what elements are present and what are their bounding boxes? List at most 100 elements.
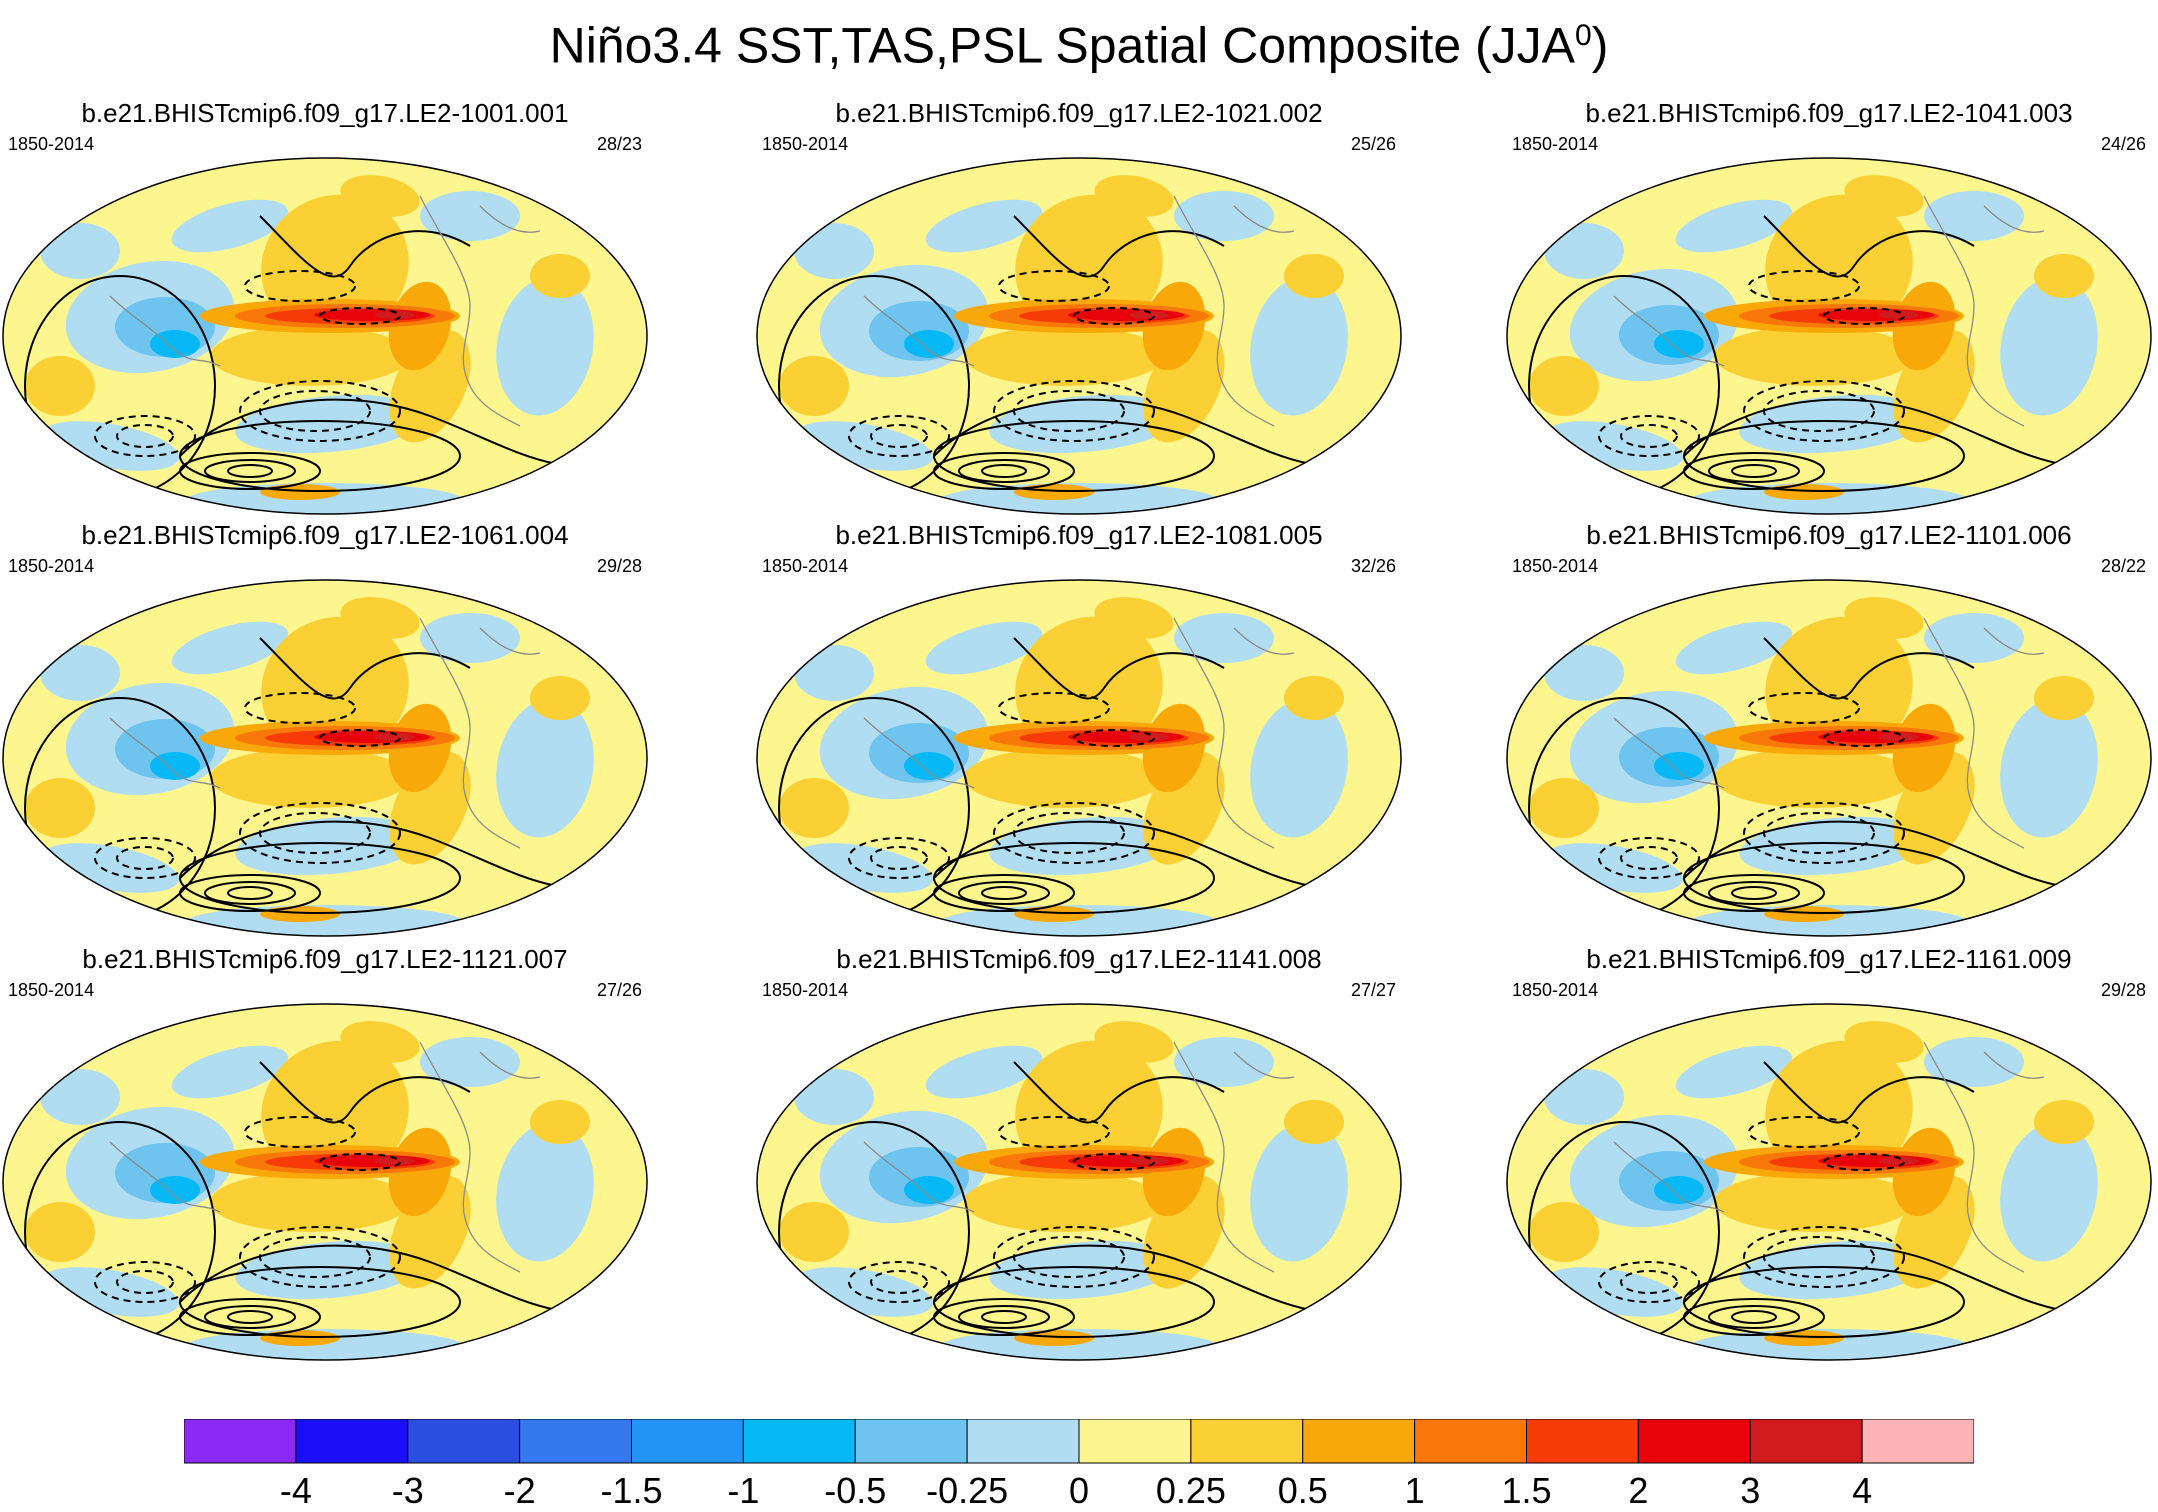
psl-negative-contour xyxy=(993,1226,1155,1288)
colorbar-segment xyxy=(1190,1419,1304,1464)
psl-positive-contour xyxy=(1731,886,1777,900)
psl-negative-contour xyxy=(998,1116,1110,1148)
cool-anomaly-region xyxy=(420,1037,520,1087)
cool-anomaly-region xyxy=(925,1045,1043,1099)
colorbar xyxy=(184,1419,1974,1464)
coastlines xyxy=(1613,195,2045,427)
psl-negative-contour xyxy=(1748,270,1860,302)
cool-anomaly-region xyxy=(2000,1122,2098,1262)
psl-negative-contour xyxy=(848,837,950,879)
psl-negative-contour xyxy=(116,1270,174,1294)
cool-anomaly-region xyxy=(1654,752,1704,780)
psl-positive-contour xyxy=(227,464,273,478)
map-outline xyxy=(2,579,648,937)
cool-anomaly-region xyxy=(1250,1122,1348,1262)
colorbar-tick-label: -3 xyxy=(391,1470,424,1511)
colorbar-labels: -4 -3 -2 -1.5 -1 -0.5 -0.25 0 0.25 0.5 1 1.5 2 3 4 xyxy=(0,1470,2158,1511)
panel-title: b.e21.BHISTcmip6.f09_g17.LE2-1101.006 xyxy=(1586,520,2072,550)
colorbar-segment xyxy=(407,1419,521,1464)
panel-title: b.e21.BHISTcmip6.f09_g17.LE2-1121.007 xyxy=(82,944,568,974)
cool-anomaly-region xyxy=(420,191,520,241)
psl-positive-contour xyxy=(1013,637,1225,700)
enso-tongue xyxy=(1879,311,1919,319)
enso-tongue xyxy=(375,311,415,319)
warm-anomaly-region xyxy=(1844,1021,1924,1063)
colorbar-tick-label: 1 xyxy=(1404,1470,1425,1511)
warm-anomaly-region xyxy=(964,1172,1164,1232)
cool-anomaly-region xyxy=(235,816,425,876)
psl-negative-contour xyxy=(244,692,356,724)
coastlines xyxy=(863,195,1295,427)
panel-count-ratio: 24/26 xyxy=(2100,134,2146,154)
psl-negative-contour xyxy=(1598,415,1700,457)
polar-anomaly-region xyxy=(260,1330,340,1346)
psl-negative-contour xyxy=(998,270,1110,302)
psl-positive-contour xyxy=(981,886,1027,900)
cool-anomaly-region xyxy=(1654,330,1704,358)
colorbar-tick-label: 3 xyxy=(1740,1470,1761,1511)
psl-negative-contour xyxy=(244,1116,356,1148)
cool-anomaly-region xyxy=(989,816,1179,876)
composite-map xyxy=(756,157,1402,515)
panel-years: 1850-2014 xyxy=(762,980,849,1000)
cool-anomaly-region xyxy=(171,621,289,675)
psl-negative-contour xyxy=(1073,307,1155,325)
warm-anomaly-region xyxy=(1714,326,1914,386)
psl-positive-contour xyxy=(204,881,296,905)
map-panel: b.e21.BHISTcmip6.f09_g17.LE2-1041.003 185… xyxy=(1504,98,2154,518)
cool-anomaly-region xyxy=(925,621,1043,675)
colorbar-segment xyxy=(742,1419,856,1464)
panel-count-ratio: 29/28 xyxy=(2100,980,2146,1000)
colorbar-segment xyxy=(631,1419,744,1464)
coastline xyxy=(1173,1041,1275,1273)
map-panel: b.e21.BHISTcmip6.f09_g17.LE2-1141.008 185… xyxy=(754,944,1404,1364)
cool-anomaly-region xyxy=(1739,816,1929,876)
map-outline xyxy=(756,157,1402,515)
psl-positive-contour xyxy=(1013,1061,1225,1124)
composite-map xyxy=(2,1003,648,1361)
cool-anomaly-region xyxy=(171,199,289,253)
coastline xyxy=(1983,627,2045,655)
panel-count-ratio: 29/28 xyxy=(596,556,642,576)
warm-anomaly-region xyxy=(1529,1202,1599,1262)
colorbar-segment xyxy=(295,1419,409,1464)
warm-anomaly-region xyxy=(779,1202,849,1262)
colorbar-tick-label: -0.5 xyxy=(824,1470,887,1511)
warm-anomaly-region xyxy=(210,748,410,808)
enso-tongue xyxy=(375,1157,415,1165)
colorbar-tick-label: 2 xyxy=(1628,1470,1649,1511)
polar-anomaly-region xyxy=(1014,1330,1094,1346)
cool-anomaly-region xyxy=(235,1240,425,1300)
colorbar-segment xyxy=(966,1419,1080,1464)
psl-positive-contour xyxy=(1731,1310,1777,1324)
coastline xyxy=(1613,1141,1725,1213)
psl-positive-contour xyxy=(227,886,273,900)
cool-anomaly-region xyxy=(989,1240,1179,1300)
psl-positive-contour xyxy=(1708,881,1800,905)
warm-anomaly-region xyxy=(1094,1021,1174,1063)
psl-negative-contour xyxy=(1073,729,1155,747)
warm-anomaly-region xyxy=(779,778,849,838)
psl-negative-contour xyxy=(993,380,1155,442)
panel-years: 1850-2014 xyxy=(762,556,849,576)
map-panel: b.e21.BHISTcmip6.f09_g17.LE2-1081.005 185… xyxy=(754,520,1404,940)
figure-title: Niño3.4 SST,TAS,PSL Spatial Composite (J… xyxy=(0,6,2158,76)
enso-tongue xyxy=(1129,1157,1169,1165)
cool-anomaly-region xyxy=(496,698,594,838)
coastline xyxy=(419,1041,521,1273)
map-panel: b.e21.BHISTcmip6.f09_g17.LE2-1161.009 185… xyxy=(1504,944,2154,1364)
colorbar-tick-label: -1 xyxy=(727,1470,760,1511)
warm-anomaly-region xyxy=(1284,676,1344,720)
psl-negative-contour xyxy=(870,846,928,870)
coastline xyxy=(109,295,221,367)
psl-positive-contour xyxy=(1763,637,1975,700)
cool-anomaly-region xyxy=(1250,698,1348,838)
cool-anomaly-region xyxy=(794,223,874,279)
panel-years: 1850-2014 xyxy=(8,980,95,1000)
psl-negative-contour xyxy=(1823,729,1905,747)
map-panel: b.e21.BHISTcmip6.f09_g17.LE2-1021.002 185… xyxy=(754,98,1404,518)
psl-negative-contour xyxy=(239,802,401,864)
warm-anomaly-region xyxy=(25,356,95,416)
panel-count-ratio: 32/26 xyxy=(1350,556,1396,576)
panel-count-ratio: 27/27 xyxy=(1350,980,1396,1000)
